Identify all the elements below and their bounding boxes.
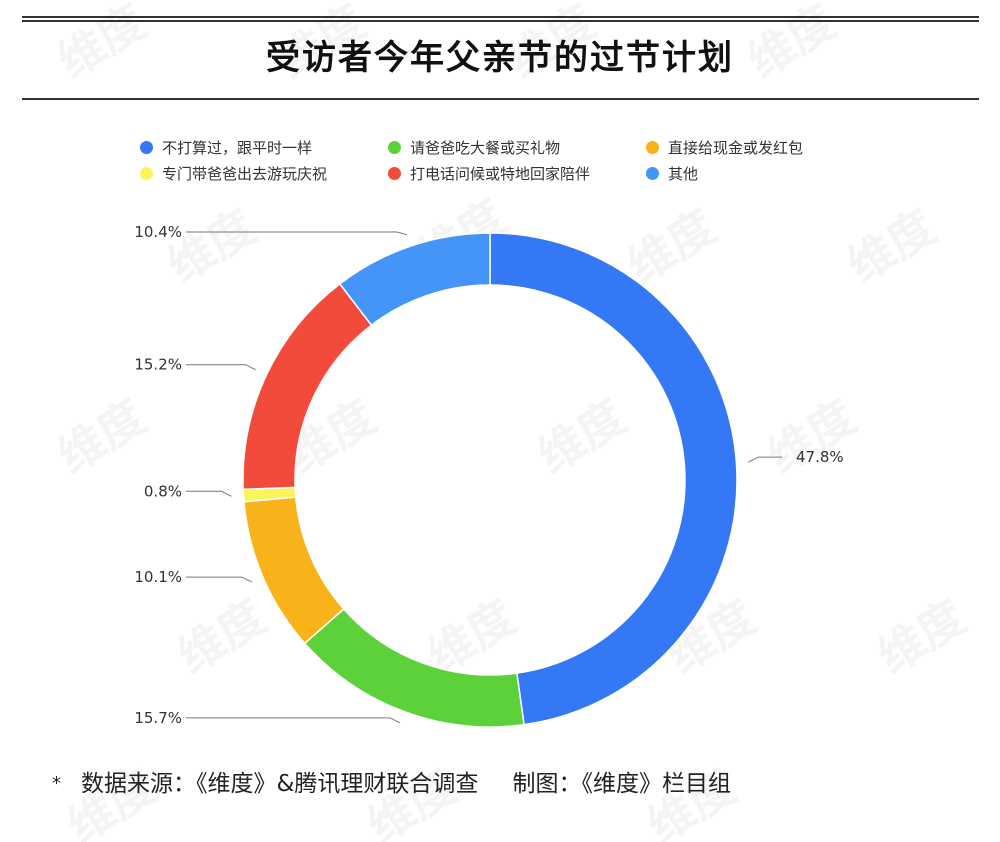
legend-swatch-4 xyxy=(388,166,401,180)
watermark-text-7: 维度 xyxy=(838,199,945,294)
top-rule-2 xyxy=(22,20,979,22)
leader-line-3 xyxy=(186,490,232,497)
slice-value-labels: 47.8% 15.7% 10.1% 0.8% 15.2% 10.4% xyxy=(134,223,843,727)
watermark-text-12: 维度 xyxy=(168,589,275,684)
value-label-1: 15.7% xyxy=(134,709,182,727)
donut-slice-5 xyxy=(338,232,491,327)
legend-label-1: 请爸爸吃大餐或买礼物 xyxy=(410,138,561,157)
watermark-text-10: 维度 xyxy=(528,389,635,484)
legend-swatch-3 xyxy=(140,166,153,180)
top-rule-1 xyxy=(22,16,979,18)
legend-label-2: 直接给现金或发红包 xyxy=(668,138,804,157)
legend-swatch-0 xyxy=(140,140,153,154)
legend-item-4: 打电话问候或特地回家陪伴 xyxy=(388,162,590,184)
chart-credit-text: 制图：《维度》栏目组 xyxy=(512,771,731,797)
watermark-text-1: 维度 xyxy=(268,0,375,89)
footnote-star: * xyxy=(52,773,61,794)
watermark-text-3: 维度 xyxy=(738,0,845,89)
watermark-text-4: 维度 xyxy=(158,199,265,294)
leader-line-0 xyxy=(748,456,782,463)
legend-item-0: 不打算过，跟平时一样 xyxy=(140,136,312,158)
legend-label-0: 不打算过，跟平时一样 xyxy=(162,138,313,157)
leader-lines xyxy=(186,231,782,724)
value-label-3: 0.8% xyxy=(144,482,182,500)
legend-item-1: 请爸爸吃大餐或买礼物 xyxy=(388,136,560,158)
legend-swatch-2 xyxy=(646,140,659,154)
leader-line-2 xyxy=(186,576,253,583)
watermark-text-15: 维度 xyxy=(868,589,975,684)
legend-label-5: 其他 xyxy=(668,164,699,183)
leader-line-1 xyxy=(186,717,401,724)
legend-item-5: 其他 xyxy=(646,162,698,184)
data-source-text: 数据来源：《维度》&腾讯理财联合调查 xyxy=(81,771,479,797)
value-label-2: 10.1% xyxy=(134,568,182,586)
leader-line-5 xyxy=(186,231,408,236)
legend-label-4: 打电话问候或特地回家陪伴 xyxy=(410,164,591,183)
footer-note: * 数据来源：《维度》&腾讯理财联合调查 制图：《维度》栏目组 xyxy=(52,764,731,798)
chart-title: 受访者今年父亲节的过节计划 xyxy=(266,38,734,78)
legend-label-3: 专门带爸爸出去游玩庆祝 xyxy=(162,164,328,183)
legend-item-2: 直接给现金或发红包 xyxy=(646,136,803,158)
legend-swatch-5 xyxy=(646,166,659,180)
donut-slices xyxy=(242,232,738,728)
donut-slice-0 xyxy=(489,232,738,726)
value-label-5: 10.4% xyxy=(134,223,182,241)
leader-line-4 xyxy=(186,364,256,371)
value-label-4: 15.2% xyxy=(134,356,182,374)
legend-swatch-1 xyxy=(388,140,401,154)
watermark-text-0: 维度 xyxy=(48,0,155,89)
watermark-text-2: 维度 xyxy=(498,0,605,89)
value-label-0: 47.8% xyxy=(796,448,844,466)
legend-item-3: 专门带爸爸出去游玩庆祝 xyxy=(140,162,327,184)
watermark-text-8: 维度 xyxy=(48,389,155,484)
title-underline xyxy=(22,98,979,100)
watermark-text-11: 维度 xyxy=(758,389,865,484)
